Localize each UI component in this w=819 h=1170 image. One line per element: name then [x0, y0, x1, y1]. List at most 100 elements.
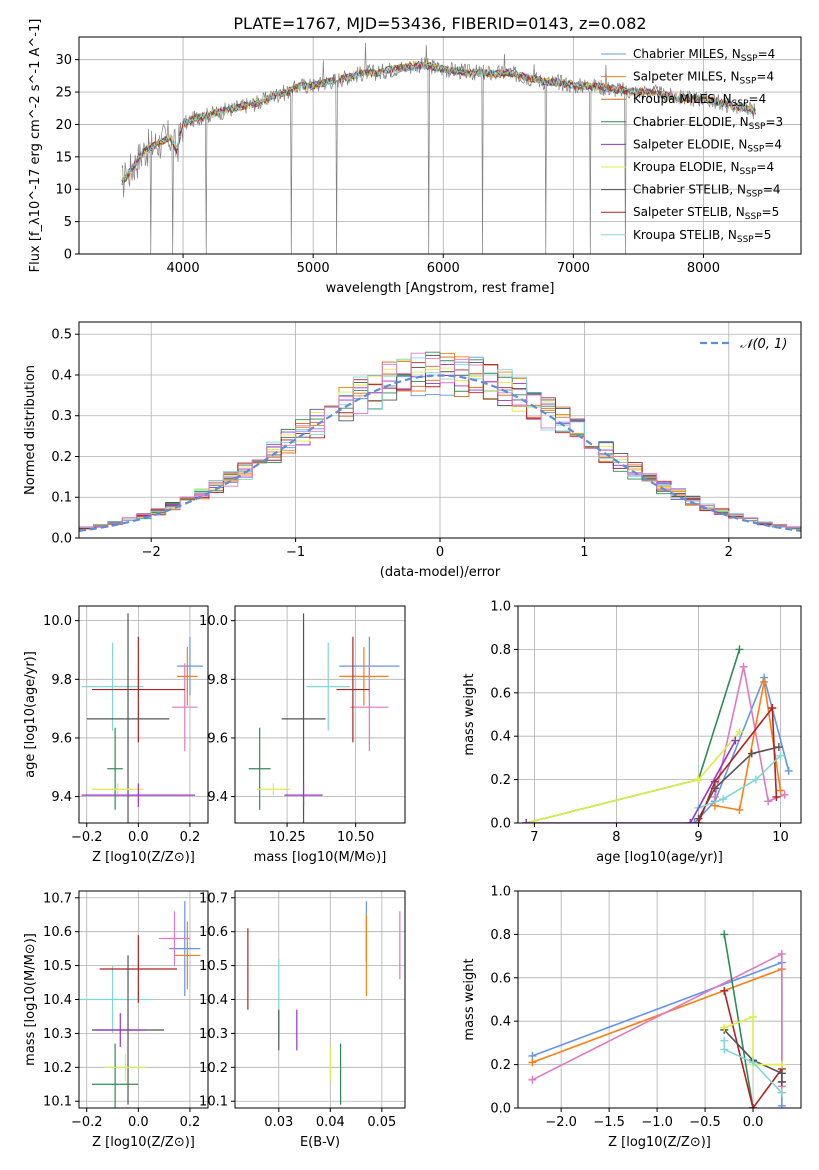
- y-axis-label: mass [log10(M/M⊙)]: [23, 933, 38, 1066]
- weight-marker: [774, 743, 783, 752]
- x-axis-label: Z [log10(Z/Z⊙)]: [92, 1135, 195, 1150]
- x-tick-label: 8000: [687, 261, 720, 276]
- weight-marker: [528, 1075, 537, 1084]
- weight-marker: [777, 1077, 786, 1086]
- y-tick-label: 0.5: [51, 328, 72, 343]
- legend-value: =4: [758, 47, 776, 61]
- legend-value: =4: [756, 70, 774, 84]
- x-axis-label: age [log10(age/yr)]: [596, 850, 723, 865]
- weight-marker: [686, 819, 695, 823]
- weight-marker: [694, 819, 703, 823]
- axes-frame: [78, 890, 209, 1109]
- panel-weight_vs_Z: −2.0 −1.5 −1.0 −0.5 0.0 0.0 0.2 0.4 0.6 0.8 1.0 Z […: [462, 885, 802, 1150]
- weight-line: [724, 1015, 782, 1066]
- weight-marker: [749, 1104, 758, 1108]
- y-tick-label: 10.0: [199, 614, 228, 629]
- x-tick-label: −0.2: [71, 830, 103, 845]
- x-tick-label: −1.5: [593, 1115, 625, 1130]
- y-axis-label: age [log10(age/yr)]: [23, 651, 38, 778]
- weight-marker: [777, 1060, 786, 1069]
- legend-subscript: SSP: [740, 77, 757, 87]
- x-tick-label: −2: [142, 545, 161, 560]
- legend-value: =5: [754, 228, 772, 242]
- weight-marker: [735, 727, 744, 736]
- normal-distribution-curve: [79, 374, 801, 532]
- y-tick-label: 10: [55, 183, 72, 198]
- x-tick-label: 10.25: [268, 830, 305, 845]
- y-tick-label: 0.2: [51, 450, 72, 465]
- weight-marker: [777, 1101, 786, 1108]
- legend-entry: Kroupa STELIB, NSSP=5: [633, 228, 771, 245]
- legend-subscript: SSP: [745, 212, 762, 222]
- plot-area: [121, 42, 756, 254]
- y-tick-label: 10.1: [43, 1095, 72, 1110]
- y-axis-label: Flux [f_λ10^-17 erg cm^-2 s^-1 A^-1]: [28, 19, 43, 273]
- legend-value: =4: [749, 92, 767, 106]
- y-axis-label: mass weight: [462, 673, 477, 755]
- residual-histogram: [79, 352, 801, 538]
- x-tick-label: 0.05: [367, 1115, 396, 1130]
- x-axis-label: E(B-V): [300, 1135, 340, 1150]
- x-axis-label: Z [log10(Z/Z⊙)]: [92, 850, 195, 865]
- y-tick-label: 0.8: [490, 643, 511, 658]
- plot-area: [79, 901, 201, 1108]
- y-tick-label: 0.0: [490, 1102, 511, 1117]
- panel-spectrum: 4000 5000 6000 7000 8000 0 5 10 15 20 25 30 waveleng…: [28, 19, 802, 296]
- weight-marker: [784, 766, 793, 775]
- plot-area: [81, 613, 203, 823]
- y-tick-label: 0.4: [490, 1015, 511, 1030]
- weight-marker: [776, 786, 785, 795]
- x-tick-label: 0.04: [316, 1115, 345, 1130]
- weight-marker: [777, 1069, 786, 1078]
- y-tick-label: 10.6: [199, 925, 228, 940]
- weight-marker: [772, 792, 781, 801]
- legend-entry: Chabrier STELIB, NSSP=4: [633, 183, 781, 200]
- x-tick-label: 4000: [167, 261, 200, 276]
- legend-entry: Salpeter ELODIE, NSSP=4: [633, 137, 782, 154]
- x-tick-label: 0.2: [180, 1115, 201, 1130]
- legend-value: =4: [764, 137, 782, 151]
- y-tick-label: 9.8: [51, 673, 72, 688]
- weight-marker: [710, 792, 719, 801]
- y-tick-label: 0.6: [490, 971, 511, 986]
- y-tick-label: 10.1: [199, 1095, 228, 1110]
- weight-marker: [720, 1045, 729, 1054]
- x-tick-label: 8: [612, 830, 620, 845]
- weight-line: [714, 681, 782, 811]
- legend-value: =4: [763, 183, 781, 197]
- plot-area: [522, 645, 793, 823]
- y-tick-label: 0.4: [51, 368, 72, 383]
- y-tick-label: 9.8: [207, 673, 228, 688]
- weight-line: [723, 934, 754, 1108]
- x-tick-label: 10.50: [337, 830, 374, 845]
- y-tick-label: 0.6: [490, 686, 511, 701]
- x-tick-label: 10: [772, 830, 789, 845]
- y-tick-label: 10.3: [199, 1027, 228, 1042]
- y-tick-label: 9.4: [207, 790, 228, 805]
- weight-marker: [694, 775, 703, 784]
- x-tick-label: 2: [725, 545, 733, 560]
- plot-area: [79, 351, 801, 538]
- legend-subscript: SSP: [741, 54, 758, 64]
- y-tick-label: 0.3: [51, 409, 72, 424]
- y-tick-label: 10.7: [199, 891, 228, 906]
- y-tick-label: 0.0: [51, 532, 72, 547]
- y-axis-label: Normed distribution: [23, 365, 38, 495]
- weight-marker: [731, 736, 740, 745]
- x-tick-label: 6000: [427, 261, 460, 276]
- x-axis-label: wavelength [Angstrom, rest frame]: [326, 281, 555, 296]
- x-tick-label: 0.0: [128, 1115, 149, 1130]
- x-tick-label: −0.2: [71, 1115, 103, 1130]
- x-tick-label: 7000: [557, 261, 590, 276]
- legend-entry: Kroupa MILES, NSSP=4: [633, 92, 766, 109]
- weight-marker: [777, 949, 786, 958]
- weight-marker: [710, 801, 719, 810]
- y-tick-label: 10.4: [43, 993, 72, 1008]
- legend-subscript: SSP: [732, 99, 749, 109]
- weight-marker: [719, 795, 728, 804]
- y-tick-label: 10.7: [43, 891, 72, 906]
- axes-frame: [234, 605, 406, 824]
- y-tick-label: 15: [55, 150, 72, 165]
- plot-area: [528, 930, 786, 1108]
- model-spectrum-line: [121, 61, 756, 185]
